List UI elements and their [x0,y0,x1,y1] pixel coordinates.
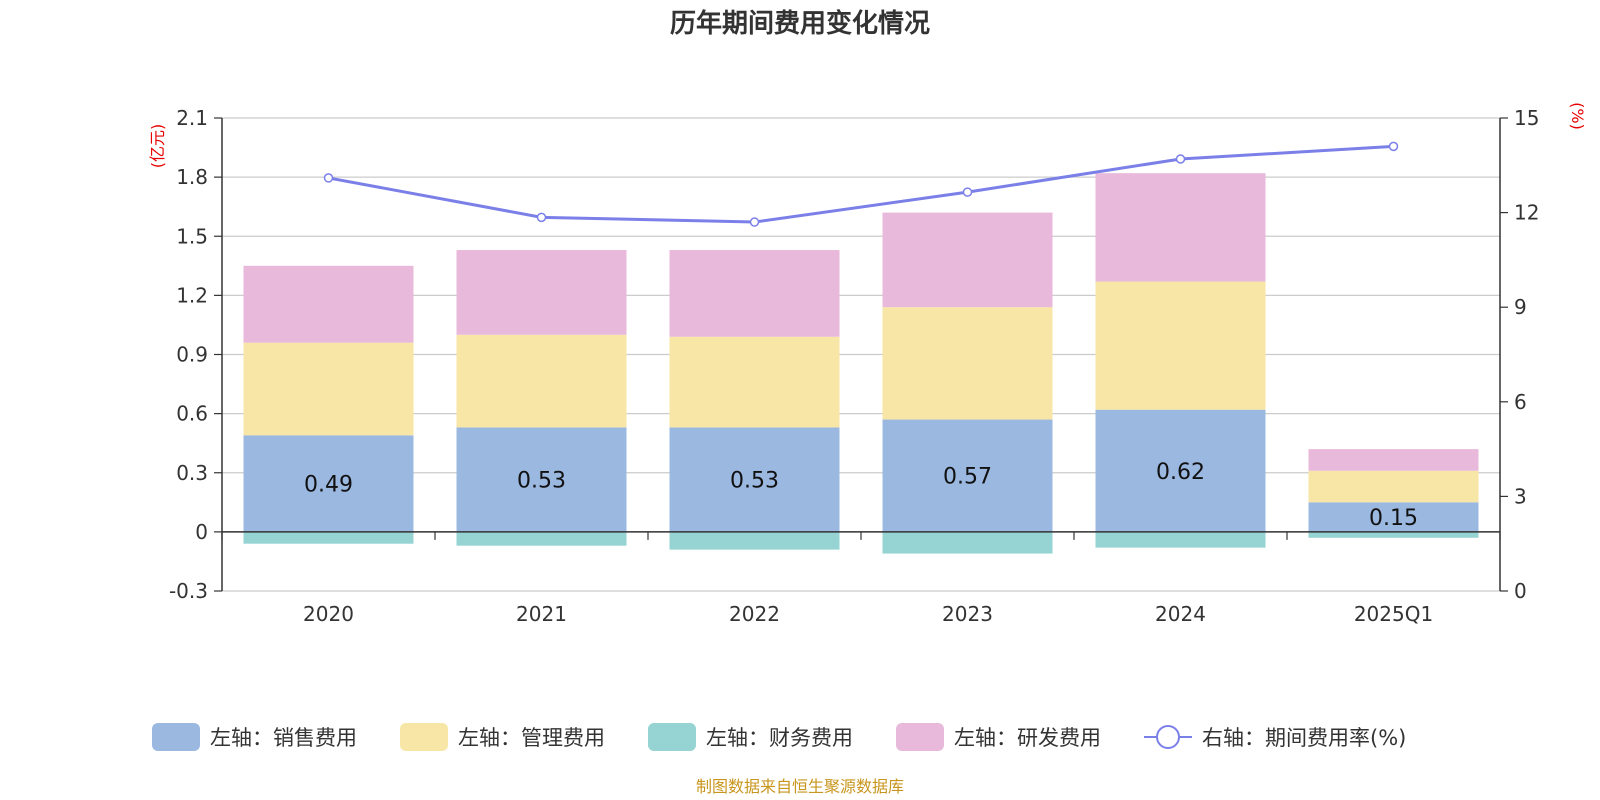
legend-label: 左轴：财务费用 [706,726,853,750]
data-label: 0.53 [517,469,566,494]
data-labels: 0.49 0.53 0.53 0.57 0.62 0.15 [304,460,1418,531]
bar-segment-3-2022 [669,531,840,550]
category-label: 2023 [942,602,993,626]
left-tick-label: 0.9 [176,343,208,367]
bar-segment-1-2021 [456,427,627,532]
chart-title: 历年期间费用变化情况 [670,8,930,39]
legend-label: 左轴：管理费用 [458,726,605,750]
right-tick-label: 15 [1514,106,1539,130]
bar-segment-3-2024 [1095,531,1266,548]
category-label: 2024 [1155,602,1206,626]
bar-segment-3-2025Q1 [1308,531,1479,538]
right-tick-label: 0 [1514,579,1527,603]
rate-line [323,141,1399,227]
legend-swatch [152,723,200,751]
bars [243,173,1479,554]
data-label: 0.15 [1369,506,1418,531]
legend-swatch [648,723,696,751]
right-tick-label: 3 [1514,484,1527,508]
left-tick-label: 0.6 [176,402,208,426]
bar-segment-4-2022 [669,250,840,337]
right-axis-unit: (%) [1568,102,1587,130]
bar-segment-1-2022 [669,427,840,532]
bar-segment-3-2023 [882,531,1053,554]
category-label: 2021 [516,602,567,626]
left-tick-label: 1.8 [176,165,208,189]
legend-label: 左轴：销售费用 [210,726,357,750]
bar-segment-2-2025Q1 [1308,470,1479,503]
rate-line-path [328,144,1394,224]
legend-swatch [400,723,448,751]
legend-swatch [896,723,944,751]
category-label: 2020 [303,602,354,626]
data-label: 0.62 [1156,460,1205,485]
rate-point [323,173,334,183]
bar-segment-2-2024 [1095,281,1266,410]
left-tick-label: 1.2 [176,283,208,307]
rate-point [536,212,547,223]
left-axis-unit: (亿元) [148,124,167,169]
bar-segment-2-2021 [456,334,627,428]
rate-point [962,187,973,197]
data-label: 0.53 [730,469,779,494]
left-tick-label: 2.1 [176,106,208,130]
bar-segment-2-2020 [243,342,414,436]
bar-segment-4-2021 [456,250,627,335]
bar-segment-4-2020 [243,265,414,343]
legend-label: 左轴：研发费用 [954,726,1101,750]
category-label: 2022 [729,602,780,626]
data-source: 制图数据来自恒生聚源数据库 [696,777,904,796]
left-tick-label: -0.3 [169,579,208,603]
legend: 左轴：销售费用 左轴：管理费用 左轴：财务费用 左轴：研发费用 右轴：期间费用率(%) [152,723,1406,751]
bar-segment-1-2025Q1 [1308,502,1479,532]
right-tick-label: 12 [1514,201,1539,225]
bar-segment-1-2023 [882,419,1053,532]
legend-marker [1156,725,1180,749]
rate-point [1388,141,1399,152]
bar-segment-3-2021 [456,531,627,546]
bar-segment-1-2020 [243,435,414,532]
rate-point [1175,154,1186,164]
right-tick-label: 6 [1514,390,1527,414]
category-label: 2025Q1 [1354,602,1433,626]
legend-label: 右轴：期间费用率(%) [1202,726,1406,750]
bar-segment-4-2025Q1 [1308,449,1479,471]
bar-segment-4-2024 [1095,173,1266,282]
grid [222,117,1500,592]
data-label: 0.49 [304,473,353,498]
right-tick-label: 9 [1514,295,1527,319]
left-tick-label: 0.3 [176,461,208,485]
rate-point [749,217,760,227]
bar-segment-1-2024 [1095,409,1266,532]
bar-segment-4-2023 [882,212,1053,308]
bar-segment-2-2023 [882,307,1053,420]
bar-segment-3-2020 [243,531,414,544]
bar-segment-2-2022 [669,336,840,428]
left-tick-label: 1.5 [176,224,208,248]
axes: 2.1 1.8 1.5 1.2 0.9 0.6 0.3 0 -0.3 15 12 9 6 3 0 2020 20… [169,106,1539,626]
left-tick-label: 0 [195,520,208,544]
data-label: 0.57 [943,465,992,490]
